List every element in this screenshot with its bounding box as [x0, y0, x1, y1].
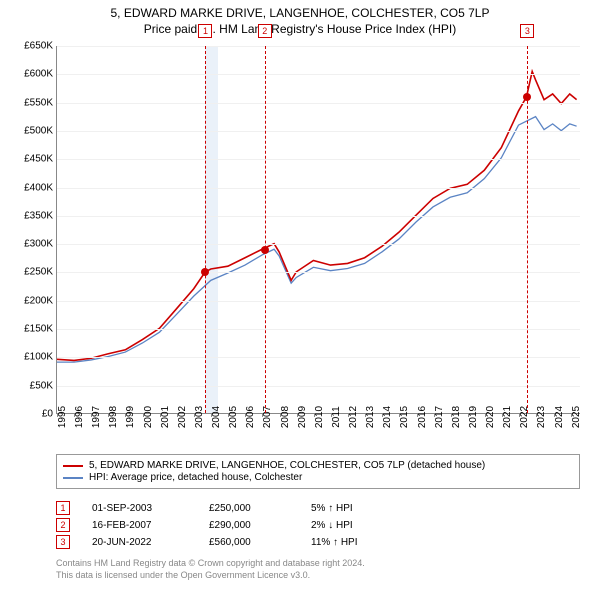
y-gridline — [57, 357, 580, 358]
attribution-footer: Contains HM Land Registry data © Crown c… — [56, 558, 580, 581]
y-tick-label: £0 — [42, 409, 53, 420]
chart-container: { "title": { "main": "5, EDWARD MARKE DR… — [0, 0, 600, 590]
x-tick-label: 1997 — [91, 406, 102, 428]
y-tick-label: £550K — [24, 97, 53, 108]
sale-row-marker: 3 — [56, 535, 70, 549]
sale-marker-box: 2 — [258, 24, 272, 38]
x-tick-label: 2009 — [297, 406, 308, 428]
x-tick-label: 2000 — [143, 406, 154, 428]
title-block: 5, EDWARD MARKE DRIVE, LANGENHOE, COLCHE… — [0, 0, 600, 36]
y-tick-label: £450K — [24, 154, 53, 165]
x-tick-label: 2001 — [160, 406, 171, 428]
y-tick-label: £100K — [24, 352, 53, 363]
y-gridline — [57, 272, 580, 273]
y-gridline — [57, 103, 580, 104]
sales-table: 1 01-SEP-2003 £250,000 5% ↑ HPI 2 16-FEB-2007… — [56, 498, 580, 552]
x-tick-label: 2011 — [331, 406, 342, 428]
sale-price: £250,000 — [209, 503, 289, 514]
y-gridline — [57, 131, 580, 132]
sale-price: £560,000 — [209, 537, 289, 548]
sale-row: 2 16-FEB-2007 £290,000 2% ↓ HPI — [56, 518, 580, 532]
x-tick-label: 1995 — [57, 406, 68, 428]
footer-line2: This data is licensed under the Open Gov… — [56, 570, 580, 582]
legend-row: 5, EDWARD MARKE DRIVE, LANGENHOE, COLCHE… — [63, 460, 573, 471]
sale-price: £290,000 — [209, 520, 289, 531]
y-gridline — [57, 329, 580, 330]
legend-box: 5, EDWARD MARKE DRIVE, LANGENHOE, COLCHE… — [56, 454, 580, 489]
x-tick-label: 2013 — [365, 406, 376, 428]
x-tick-label: 2010 — [314, 406, 325, 428]
y-gridline — [57, 386, 580, 387]
sale-marker-box: 3 — [520, 24, 534, 38]
x-tick-label: 2017 — [434, 406, 445, 428]
x-tick-label: 2021 — [502, 406, 513, 428]
sale-row-marker: 1 — [56, 501, 70, 515]
sale-point — [201, 268, 209, 276]
x-tick-label: 2002 — [177, 406, 188, 428]
x-tick-label: 2025 — [571, 406, 582, 428]
sale-point — [261, 246, 269, 254]
sale-row: 1 01-SEP-2003 £250,000 5% ↑ HPI — [56, 501, 580, 515]
x-tick-label: 2020 — [485, 406, 496, 428]
sale-date: 01-SEP-2003 — [92, 503, 187, 514]
y-gridline — [57, 188, 580, 189]
legend-label: 5, EDWARD MARKE DRIVE, LANGENHOE, COLCHE… — [89, 460, 485, 471]
x-tick-label: 2008 — [280, 406, 291, 428]
x-tick-label: 2024 — [554, 406, 565, 428]
y-gridline — [57, 301, 580, 302]
sale-date: 16-FEB-2007 — [92, 520, 187, 531]
x-tick-label: 2018 — [451, 406, 462, 428]
y-tick-label: £250K — [24, 267, 53, 278]
y-gridline — [57, 74, 580, 75]
y-tick-label: £500K — [24, 125, 53, 136]
sale-diff: 11% ↑ HPI — [311, 537, 421, 548]
x-tick-label: 2014 — [382, 406, 393, 428]
y-gridline — [57, 159, 580, 160]
x-tick-label: 2004 — [211, 406, 222, 428]
title-main: 5, EDWARD MARKE DRIVE, LANGENHOE, COLCHE… — [0, 6, 600, 20]
legend-swatch — [63, 477, 83, 479]
x-tick-label: 2019 — [468, 406, 479, 428]
x-tick-label: 2022 — [519, 406, 530, 428]
y-tick-label: £650K — [24, 41, 53, 52]
y-tick-label: £200K — [24, 295, 53, 306]
legend-label: HPI: Average price, detached house, Colc… — [89, 472, 302, 483]
sale-row: 3 20-JUN-2022 £560,000 11% ↑ HPI — [56, 535, 580, 549]
x-tick-label: 2005 — [228, 406, 239, 428]
y-tick-label: £150K — [24, 324, 53, 335]
x-tick-label: 1998 — [108, 406, 119, 428]
sale-date: 20-JUN-2022 — [92, 537, 187, 548]
sale-marker-box: 1 — [198, 24, 212, 38]
x-tick-label: 2023 — [536, 406, 547, 428]
sale-vline — [205, 46, 206, 413]
sale-row-marker: 2 — [56, 518, 70, 532]
y-gridline — [57, 216, 580, 217]
x-tick-label: 1999 — [125, 406, 136, 428]
chart-plot-area: £0£50K£100K£150K£200K£250K£300K£350K£400… — [56, 46, 580, 414]
y-gridline — [57, 46, 580, 47]
sale-vline — [527, 46, 528, 413]
x-tick-label: 2015 — [399, 406, 410, 428]
x-tick-label: 2006 — [245, 406, 256, 428]
y-tick-label: £400K — [24, 182, 53, 193]
x-tick-label: 1996 — [74, 406, 85, 428]
x-tick-label: 2016 — [417, 406, 428, 428]
x-tick-label: 2012 — [348, 406, 359, 428]
y-tick-label: £350K — [24, 210, 53, 221]
y-tick-label: £600K — [24, 69, 53, 80]
y-tick-label: £50K — [30, 380, 53, 391]
sale-vline — [265, 46, 266, 413]
legend-row: HPI: Average price, detached house, Colc… — [63, 472, 573, 483]
y-tick-label: £300K — [24, 239, 53, 250]
footer-line1: Contains HM Land Registry data © Crown c… — [56, 558, 580, 570]
y-gridline — [57, 244, 580, 245]
x-tick-label: 2003 — [194, 406, 205, 428]
sale-point — [523, 93, 531, 101]
title-sub: Price paid vs. HM Land Registry's House … — [0, 22, 600, 36]
series-hpi — [57, 117, 577, 363]
sale-diff: 5% ↑ HPI — [311, 503, 421, 514]
sale-diff: 2% ↓ HPI — [311, 520, 421, 531]
legend-swatch — [63, 465, 83, 467]
